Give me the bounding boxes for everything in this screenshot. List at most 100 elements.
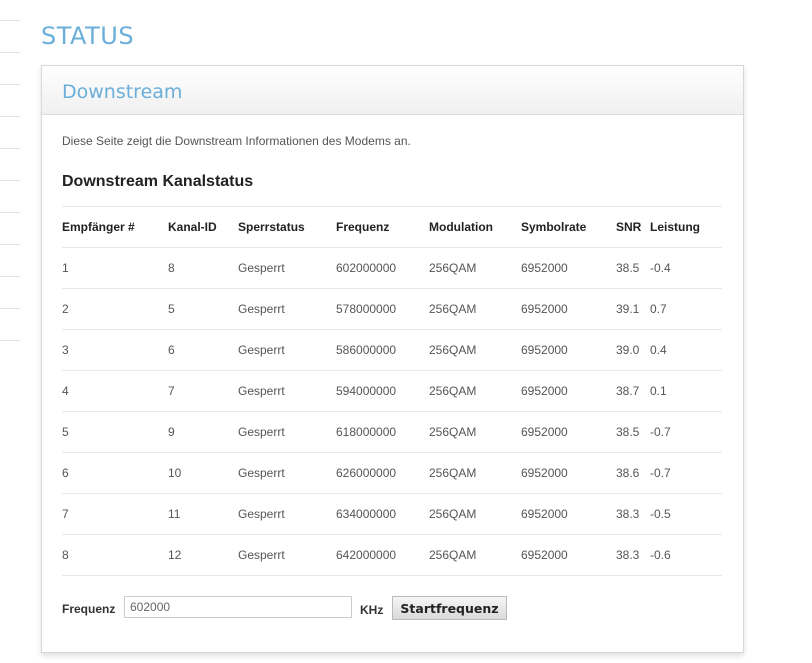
table-row: 2 5 Gesperrt 578000000 256QAM 6952000 39.1 0.7: [62, 288, 722, 330]
table-cell: 6952000: [521, 411, 616, 453]
column-header: Empfänger #: [62, 206, 168, 248]
table-cell: 256QAM: [429, 411, 521, 453]
table-row: 5 9 Gesperrt 618000000 256QAM 6952000 38.5 -0.7: [62, 411, 722, 453]
channel-table: Empfänger # Kanal-ID Sperrstatus Frequenz Mo…: [62, 206, 722, 576]
sidebar-divider: [0, 308, 20, 309]
table-cell: 39.1: [616, 288, 650, 330]
table-cell: 1: [62, 247, 168, 289]
table-row: 3 6 Gesperrt 586000000 256QAM 6952000 39.0 0.4: [62, 329, 722, 371]
column-header: Kanal-ID: [168, 206, 238, 248]
column-header: Symbolrate: [521, 206, 616, 248]
sidebar-divider: [0, 212, 20, 213]
table-cell: 626000000: [336, 452, 429, 494]
table-cell: 38.3: [616, 534, 650, 576]
column-header: Sperrstatus: [238, 206, 336, 248]
table-cell: 6952000: [521, 370, 616, 412]
frequency-input[interactable]: [124, 596, 352, 618]
panel-header: [42, 66, 743, 115]
panel-description: Diese Seite zeigt die Downstream Informa…: [62, 134, 411, 148]
table-cell: -0.7: [650, 452, 722, 494]
table-cell: 38.5: [616, 411, 650, 453]
table-cell: Gesperrt: [238, 411, 336, 453]
table-cell: 0.1: [650, 370, 722, 412]
table-cell: 7: [168, 370, 238, 412]
table-cell: Gesperrt: [238, 329, 336, 371]
column-header: Frequenz: [336, 206, 429, 248]
table-cell: 38.6: [616, 452, 650, 494]
table-cell: 12: [168, 534, 238, 576]
table-cell: 6952000: [521, 329, 616, 371]
table-cell: 5: [62, 411, 168, 453]
table-cell: 586000000: [336, 329, 429, 371]
table-cell: 38.3: [616, 493, 650, 535]
sidebar-divider: [0, 276, 20, 277]
table-cell: 634000000: [336, 493, 429, 535]
table-row: 8 12 Gesperrt 642000000 256QAM 6952000 38.3 -0.…: [62, 534, 722, 576]
column-header: SNR: [616, 206, 650, 248]
section-title: Downstream Kanalstatus: [62, 173, 254, 190]
column-header: Modulation: [429, 206, 521, 248]
table-cell: -0.7: [650, 411, 722, 453]
table-cell: Gesperrt: [238, 288, 336, 330]
table-cell: 2: [62, 288, 168, 330]
table-cell: 594000000: [336, 370, 429, 412]
table-cell: 256QAM: [429, 247, 521, 289]
table-cell: 6952000: [521, 452, 616, 494]
table-row: 1 8 Gesperrt 602000000 256QAM 6952000 38.5 -0.4: [62, 247, 722, 289]
sidebar-divider: [0, 244, 20, 245]
table-cell: 256QAM: [429, 329, 521, 371]
table-cell: 4: [62, 370, 168, 412]
table-cell: -0.5: [650, 493, 722, 535]
frequency-label: Frequenz: [62, 602, 116, 616]
table-cell: -0.6: [650, 534, 722, 576]
table-cell: 6: [62, 452, 168, 494]
table-cell: Gesperrt: [238, 247, 336, 289]
sidebar-divider: [0, 52, 20, 53]
table-cell: 618000000: [336, 411, 429, 453]
table-cell: 9: [168, 411, 238, 453]
table-cell: 8: [62, 534, 168, 576]
table-header-row: Empfänger # Kanal-ID Sperrstatus Frequenz Mo…: [62, 206, 722, 248]
table-cell: 7: [62, 493, 168, 535]
table-cell: 256QAM: [429, 493, 521, 535]
table-cell: 256QAM: [429, 534, 521, 576]
page-title: STATUS: [41, 22, 135, 50]
table-cell: 6952000: [521, 288, 616, 330]
table-cell: Gesperrt: [238, 493, 336, 535]
table-cell: 8: [168, 247, 238, 289]
table-cell: 39.0: [616, 329, 650, 371]
table-cell: 256QAM: [429, 370, 521, 412]
table-cell: 3: [62, 329, 168, 371]
start-frequency-button[interactable]: Startfrequenz: [392, 596, 507, 620]
sidebar-divider: [0, 148, 20, 149]
table-cell: -0.4: [650, 247, 722, 289]
table-cell: 0.4: [650, 329, 722, 371]
frequency-unit: KHz: [360, 603, 384, 617]
table-cell: 11: [168, 493, 238, 535]
table-cell: 256QAM: [429, 452, 521, 494]
downstream-panel: Downstream Diese Seite zeigt die Downstr…: [41, 65, 744, 653]
table-row: 4 7 Gesperrt 594000000 256QAM 6952000 38.7 0.1: [62, 370, 722, 412]
table-cell: 6952000: [521, 534, 616, 576]
table-cell: 6: [168, 329, 238, 371]
table-cell: 38.5: [616, 247, 650, 289]
table-cell: Gesperrt: [238, 370, 336, 412]
sidebar-divider: [0, 340, 20, 341]
table-cell: 256QAM: [429, 288, 521, 330]
table-cell: Gesperrt: [238, 534, 336, 576]
sidebar-divider: [0, 180, 20, 181]
table-cell: 642000000: [336, 534, 429, 576]
table-row: 6 10 Gesperrt 626000000 256QAM 6952000 38.6 -0.…: [62, 452, 722, 494]
table-cell: 578000000: [336, 288, 429, 330]
sidebar-divider: [0, 116, 20, 117]
table-cell: 6952000: [521, 247, 616, 289]
panel-title: Downstream: [62, 81, 183, 103]
column-header: Leistung: [650, 206, 722, 248]
table-cell: 5: [168, 288, 238, 330]
table-cell: 602000000: [336, 247, 429, 289]
table-row: 7 11 Gesperrt 634000000 256QAM 6952000 38.3 -0.…: [62, 493, 722, 535]
sidebar-divider: [0, 20, 20, 21]
table-cell: 10: [168, 452, 238, 494]
table-cell: Gesperrt: [238, 452, 336, 494]
table-cell: 6952000: [521, 493, 616, 535]
